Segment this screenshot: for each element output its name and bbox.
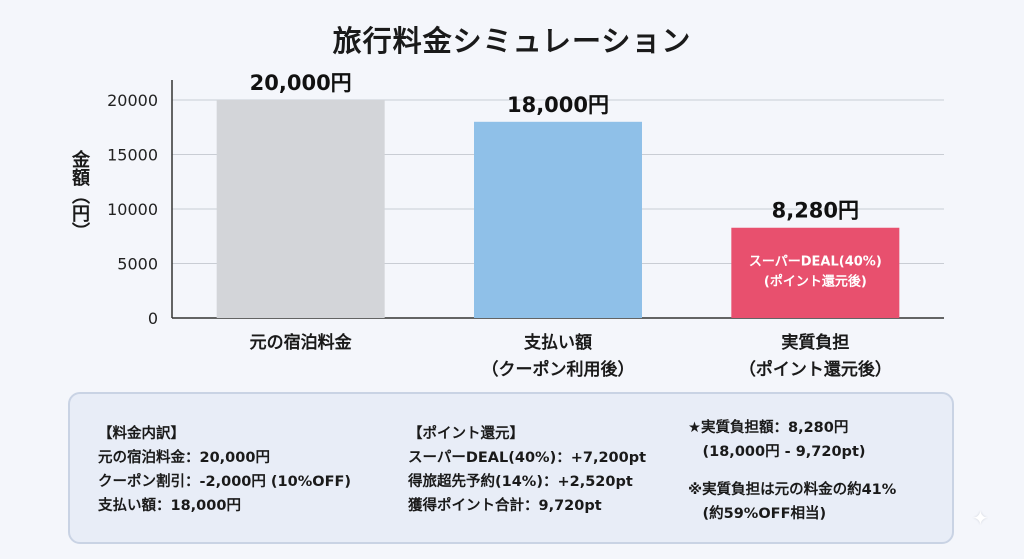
x-category-label: 実質負担: [781, 332, 849, 353]
summary: ★実質負担額：8,280円 (18,000円 - 9,720pt) ※実質負担は…: [688, 416, 896, 526]
y-tick-label: 15000: [107, 146, 158, 165]
summary-note: ※実質負担は元の料金の約41%: [688, 482, 897, 498]
fee-line: 元の宿泊料金：20,000円: [98, 450, 270, 466]
bar-value-label: 18,000円: [507, 93, 609, 117]
y-axis-label: 金額（円）: [69, 150, 90, 240]
points-line: 得旅超先予約(14%)：+2,520pt: [408, 474, 633, 490]
sparkle-icon: ✦: [972, 506, 989, 530]
y-tick-label: 0: [148, 309, 158, 328]
y-tick-label: 10000: [107, 200, 158, 219]
fee-line: クーポン割引：-2,000円 (10%OFF): [98, 474, 352, 490]
fee-line: 支払い額：18,000円: [98, 498, 241, 514]
bar-value-label: 8,280円: [772, 199, 859, 223]
x-category-label: （ポイント還元後）: [739, 359, 892, 380]
summary-line: ★実質負担額：8,280円: [688, 420, 849, 436]
breakdown-panel: 【料金内訳】 元の宿泊料金：20,000円 クーポン割引：-2,000円 (10…: [68, 392, 954, 544]
y-tick-label: 20000: [107, 91, 158, 110]
x-category-label: 支払い額: [524, 332, 592, 353]
chart-title: 旅行料金シミュレーション: [332, 24, 692, 58]
points-heading: 【ポイント還元】: [408, 426, 524, 442]
bar: [216, 100, 385, 318]
bar-annotation: (ポイント還元後): [764, 274, 867, 290]
points-line: 獲得ポイント合計：9,720pt: [408, 498, 602, 514]
summary-note: (約59%OFF相当): [688, 506, 827, 522]
bar: [474, 121, 642, 318]
points-line: スーパーDEAL(40%)：+7,200pt: [408, 450, 647, 466]
points-breakdown: 【ポイント還元】 スーパーDEAL(40%)：+7,200pt 得旅超先予約(1…: [408, 422, 646, 518]
x-category-label: （クーポン利用後）: [482, 359, 635, 380]
bar: [731, 227, 900, 318]
fee-breakdown: 【料金内訳】 元の宿泊料金：20,000円 クーポン割引：-2,000円 (10…: [98, 422, 351, 518]
fee-heading: 【料金内訳】: [98, 426, 185, 442]
y-tick-label: 5000: [117, 255, 158, 274]
summary-line: (18,000円 - 9,720pt): [688, 444, 866, 460]
x-category-label: 元の宿泊料金: [250, 332, 353, 353]
bar-annotation: スーパーDEAL(40%): [749, 255, 882, 270]
bar-value-label: 20,000円: [250, 71, 352, 95]
